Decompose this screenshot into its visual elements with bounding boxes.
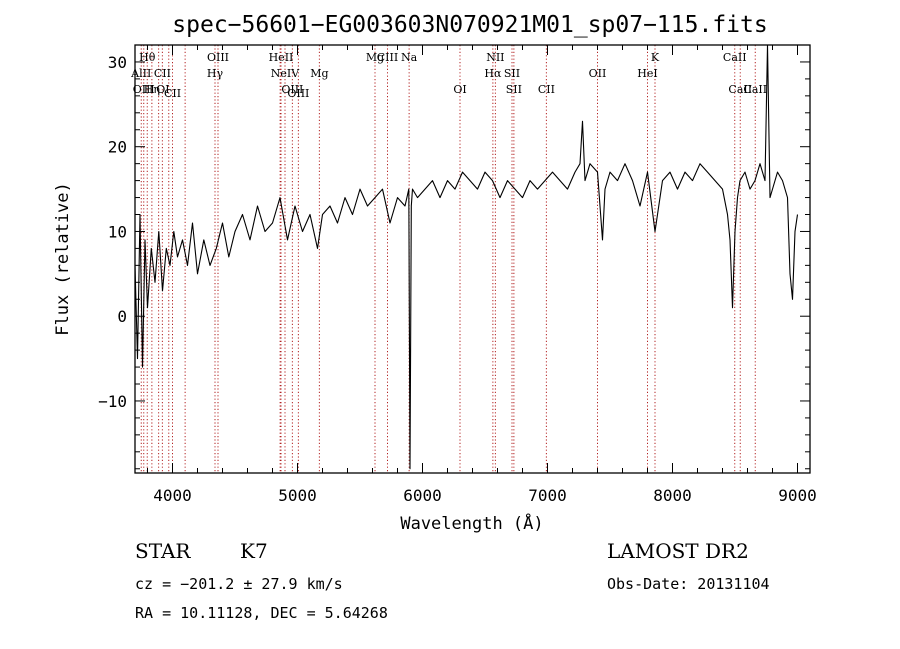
x-tick-label: 6000 [403,486,442,505]
y-axis-label: Flux (relative) [53,182,73,336]
object-class: STAR [135,539,191,563]
spectral-line-label: HeII [269,51,294,64]
spectral-line-label: Mg [310,67,328,80]
plot-frame [134,44,811,474]
y-tick-label: 20 [108,138,127,157]
x-tick-label: 5000 [278,486,317,505]
spectral-line-label: Hη [144,83,160,96]
spectral-line-label: CIII [377,51,398,64]
x-tick-label: 4000 [153,486,192,505]
spectrum-line [134,44,799,470]
spectral-line-markers [140,45,756,473]
y-tick-label: 30 [108,53,127,72]
y-axis-ticks: −10 0 10 20 30 [98,44,810,470]
y-tick-label: 10 [108,222,127,241]
spectrum-series [134,44,799,470]
spectral-line-label: Na [401,51,418,64]
spectral-line-label: SII [504,67,520,80]
spectral-line-label: OII [589,67,607,80]
spectral-line-labels: HθAlIIOIIIHηCIIOICIIOIIIHγHeIINeIVOIIIOI… [130,51,767,100]
spectral-line-label: CII [164,87,181,100]
spectral-line-label: OIII [287,87,309,100]
spectral-line-label: CII [538,83,555,96]
x-tick-label: 8000 [653,486,692,505]
x-tick-label: 7000 [528,486,567,505]
ra-dec-coordinates: RA = 10.11128, DEC = 5.64268 [135,604,388,622]
x-tick-label: 9000 [778,486,817,505]
x-axis-label: Wavelength (Å) [400,512,543,534]
spectral-line-label: OIII [207,51,229,64]
y-tick-label: −10 [98,392,127,411]
x-axis-ticks: 4000 5000 6000 7000 8000 9000 [147,45,817,505]
spectral-line-label: SII [506,83,522,96]
spectral-line-label: OIII [281,83,303,96]
y-tick-label: 0 [117,307,127,326]
spectral-line-label: OI [156,83,169,96]
spectral-subclass: K7 [240,539,268,563]
spectral-line-label: K [651,51,660,64]
spectral-line-label: Hγ [207,67,224,80]
spectral-line-label: CaII [723,51,747,64]
spectral-line-label: AlII [130,67,151,80]
spectral-line-label: OIII [133,83,155,96]
spectral-line-label: NII [486,51,504,64]
spectral-line-label: OI [453,83,466,96]
chart-title: spec−56601−EG003603N070921M01_sp07−115.f… [172,12,767,38]
spectral-line-label: CaII [743,83,767,96]
spectral-line-label: Hα [484,67,502,80]
redshift-cz: cz = −201.2 ± 27.9 km/s [135,575,343,593]
spectral-line-label: Hθ [139,51,156,64]
spectral-line-label: CII [154,67,171,80]
spectral-line-label: CaII [728,83,752,96]
spectral-line-label: Mg [366,51,384,64]
observation-date: Obs-Date: 20131104 [607,575,770,593]
survey-name: LAMOST DR2 [607,539,749,563]
spectral-line-label: NeIV [271,67,300,80]
spectral-line-label: HeI [637,67,657,80]
